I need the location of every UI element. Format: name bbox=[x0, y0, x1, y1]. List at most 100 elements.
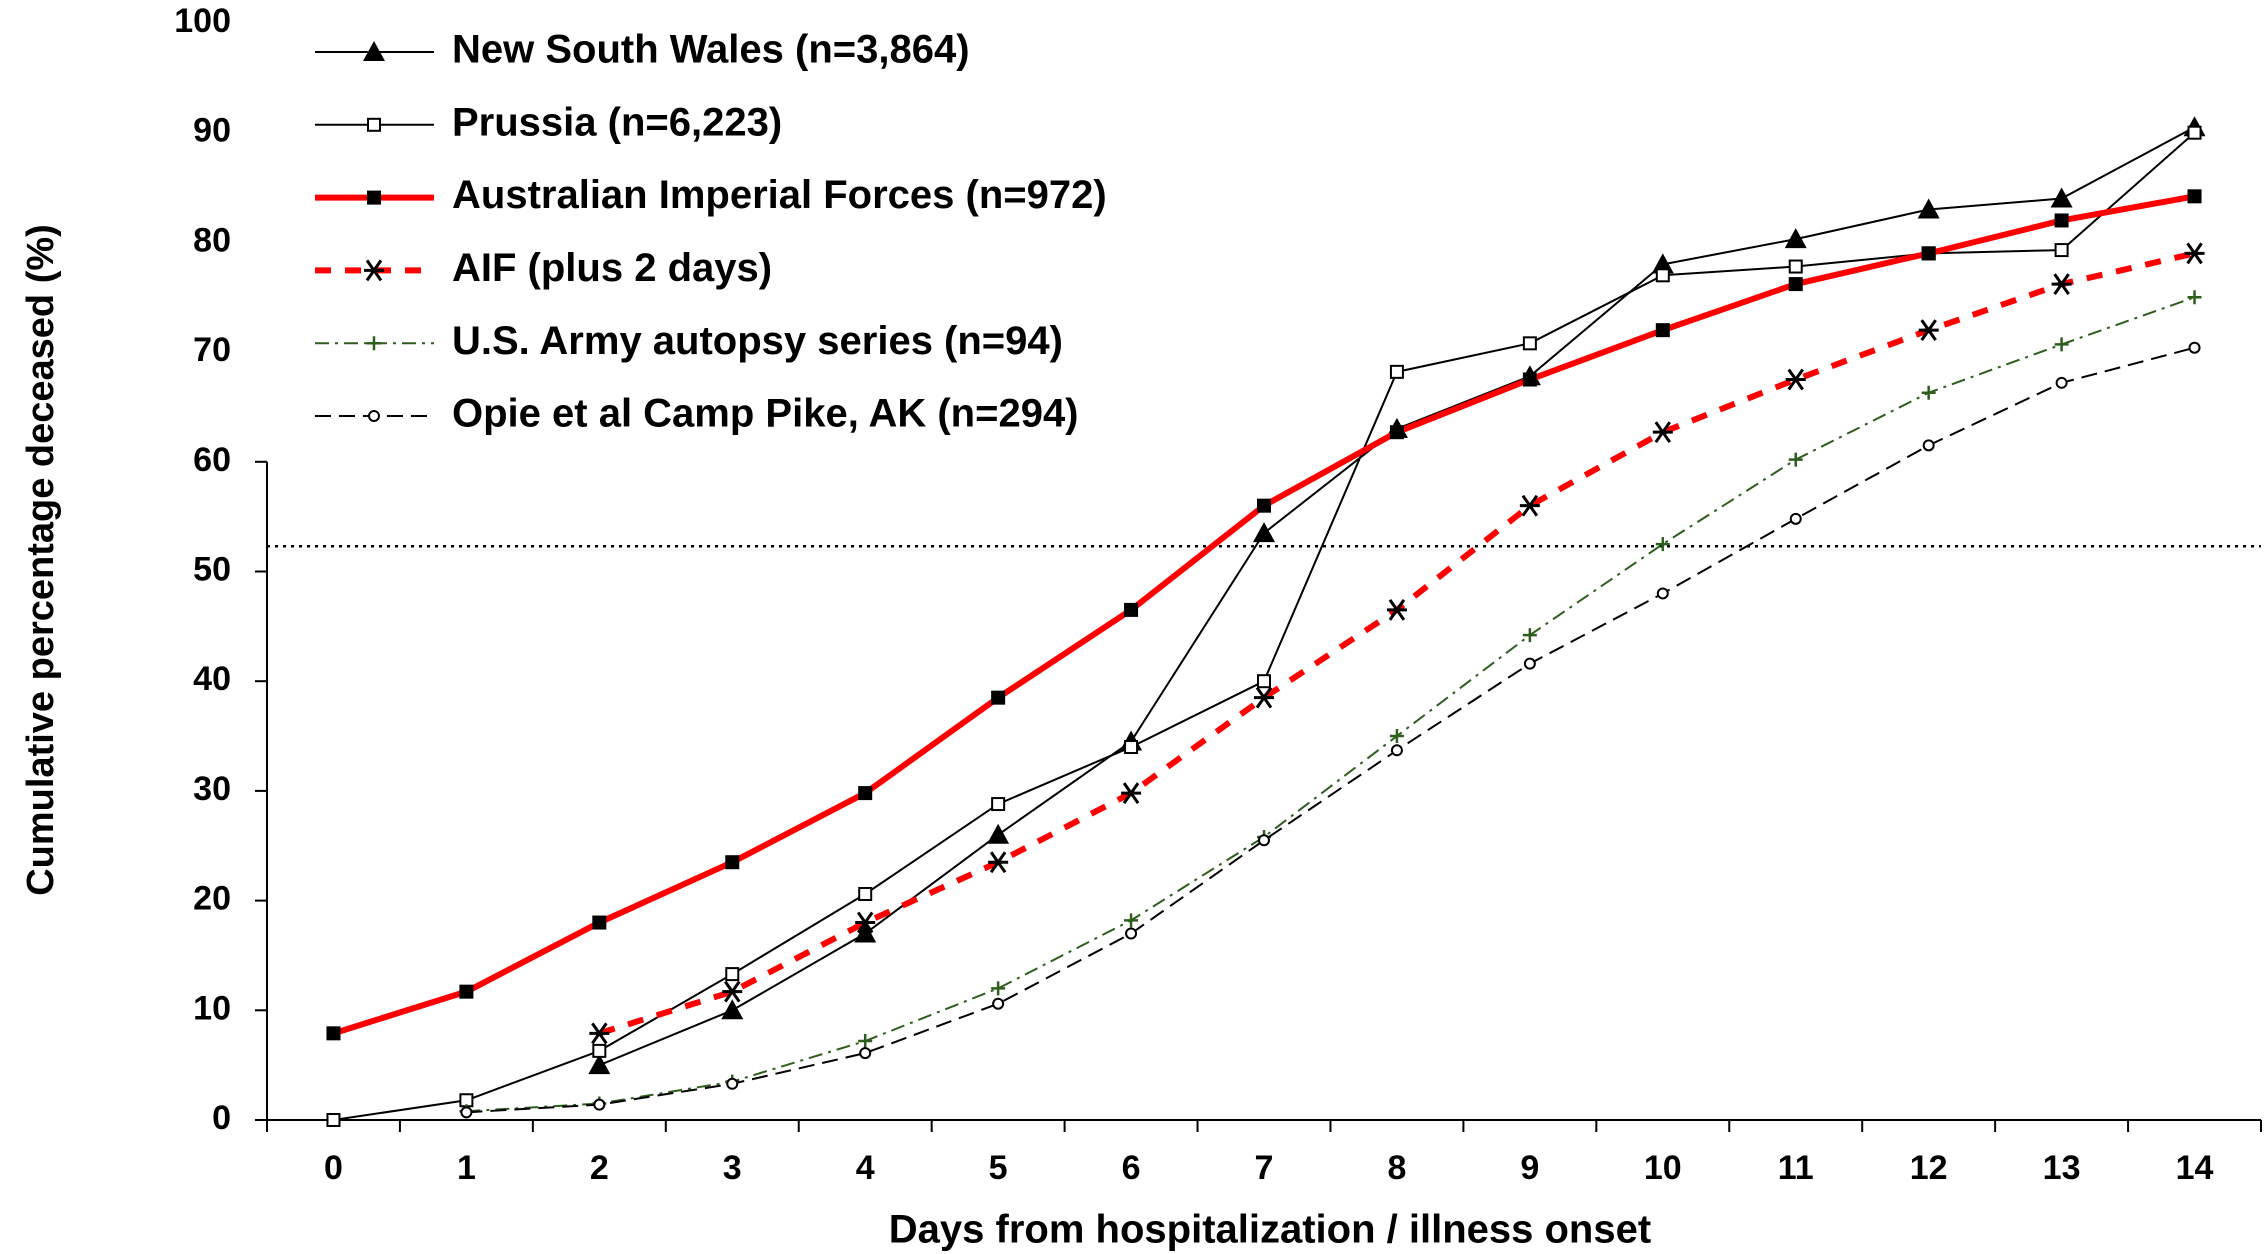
x-axis-title: Days from hospitalization / illness onse… bbox=[889, 1208, 1651, 1252]
marker bbox=[364, 259, 384, 282]
x-tick-label: 8 bbox=[1387, 1149, 1406, 1187]
marker bbox=[2054, 243, 2069, 258]
marker bbox=[2187, 125, 2202, 140]
marker bbox=[592, 1043, 607, 1058]
marker bbox=[725, 967, 740, 982]
y-tick-label: 30 bbox=[193, 770, 231, 808]
marker bbox=[367, 336, 381, 351]
marker bbox=[1655, 537, 1670, 552]
marker bbox=[326, 1113, 341, 1127]
marker bbox=[2054, 213, 2069, 228]
x-tick-label: 9 bbox=[1520, 1149, 1539, 1187]
marker bbox=[592, 915, 607, 930]
marker bbox=[858, 1034, 873, 1049]
marker bbox=[1519, 494, 1540, 517]
marker bbox=[1789, 512, 1802, 525]
series bbox=[326, 189, 2202, 1041]
marker bbox=[1788, 452, 1803, 467]
x-tick-label: 11 bbox=[1778, 1149, 1814, 1187]
marker bbox=[588, 1054, 611, 1075]
marker bbox=[367, 190, 381, 205]
series bbox=[588, 116, 2206, 1075]
marker bbox=[367, 117, 381, 132]
marker bbox=[1125, 927, 1138, 940]
marker bbox=[1257, 674, 1271, 689]
legend-label: New South Wales (n=3,864) bbox=[452, 28, 970, 72]
y-axis-title: Cumulative percentage deceased (%) bbox=[20, 224, 62, 896]
marker bbox=[2188, 341, 2201, 354]
series bbox=[460, 341, 2201, 1119]
marker bbox=[726, 1077, 739, 1090]
legend-label: Opie et al Camp Pike, AK (n=294) bbox=[452, 392, 1079, 436]
y-tick-label: 20 bbox=[193, 880, 231, 918]
marker bbox=[1788, 277, 1803, 292]
marker bbox=[991, 797, 1006, 812]
marker bbox=[1124, 740, 1139, 755]
marker bbox=[1124, 913, 1139, 928]
marker bbox=[1917, 198, 1940, 219]
legend-label: U.S. Army autopsy series (n=94) bbox=[452, 319, 1063, 363]
marker bbox=[1522, 628, 1537, 643]
x-tick-label: 7 bbox=[1255, 1149, 1274, 1187]
marker bbox=[1921, 385, 1936, 400]
marker bbox=[460, 1106, 473, 1119]
marker bbox=[1253, 522, 1275, 543]
legend-label: AIF (plus 2 days) bbox=[452, 246, 772, 290]
marker bbox=[593, 1098, 606, 1111]
series-line bbox=[466, 346, 2195, 1114]
marker bbox=[1121, 782, 1142, 804]
marker bbox=[987, 823, 1010, 844]
marker bbox=[1389, 364, 1404, 379]
marker bbox=[589, 1022, 610, 1045]
y-tick-label: 10 bbox=[193, 989, 231, 1027]
marker bbox=[1522, 336, 1537, 351]
marker bbox=[2055, 376, 2068, 389]
marker bbox=[859, 1047, 872, 1060]
marker bbox=[1784, 228, 1807, 249]
x-tick-label: 4 bbox=[856, 1149, 875, 1187]
x-tick-label: 14 bbox=[2176, 1149, 2214, 1187]
x-tick-label: 10 bbox=[1644, 1149, 1682, 1187]
marker bbox=[1655, 268, 1670, 283]
series bbox=[589, 242, 2205, 1045]
marker bbox=[1390, 744, 1403, 757]
y-tick-label: 90 bbox=[193, 112, 231, 150]
marker bbox=[459, 984, 474, 999]
marker bbox=[1785, 368, 1806, 391]
marker bbox=[992, 997, 1005, 1010]
marker bbox=[1124, 602, 1139, 617]
marker bbox=[854, 922, 877, 943]
marker bbox=[1389, 729, 1404, 744]
marker bbox=[1788, 259, 1803, 274]
marker bbox=[1656, 587, 1669, 600]
marker bbox=[1918, 319, 1939, 342]
marker bbox=[1522, 372, 1537, 387]
marker bbox=[1258, 834, 1270, 847]
legend-label: Prussia (n=6,223) bbox=[452, 100, 782, 144]
marker bbox=[858, 786, 873, 801]
y-tick-label: 100 bbox=[174, 2, 231, 40]
marker bbox=[855, 911, 876, 934]
marker bbox=[1652, 421, 1673, 444]
marker bbox=[368, 410, 380, 422]
marker bbox=[991, 981, 1006, 996]
y-tick-label: 80 bbox=[193, 221, 231, 259]
marker bbox=[1389, 425, 1404, 440]
x-tick-label: 6 bbox=[1122, 1149, 1141, 1187]
y-tick-label: 40 bbox=[193, 660, 231, 698]
marker bbox=[326, 1026, 341, 1041]
x-tick-label: 12 bbox=[1910, 1149, 1948, 1187]
marker bbox=[2050, 187, 2073, 208]
marker bbox=[1921, 246, 1936, 261]
x-tick-label: 3 bbox=[723, 1149, 742, 1187]
series-line bbox=[598, 126, 2196, 1067]
marker bbox=[2184, 242, 2205, 265]
marker bbox=[722, 980, 743, 1003]
marker bbox=[1922, 439, 1935, 452]
marker bbox=[2187, 290, 2202, 305]
marker bbox=[858, 887, 873, 902]
marker bbox=[1386, 599, 1407, 621]
marker bbox=[2054, 337, 2069, 352]
marker bbox=[2187, 189, 2202, 204]
